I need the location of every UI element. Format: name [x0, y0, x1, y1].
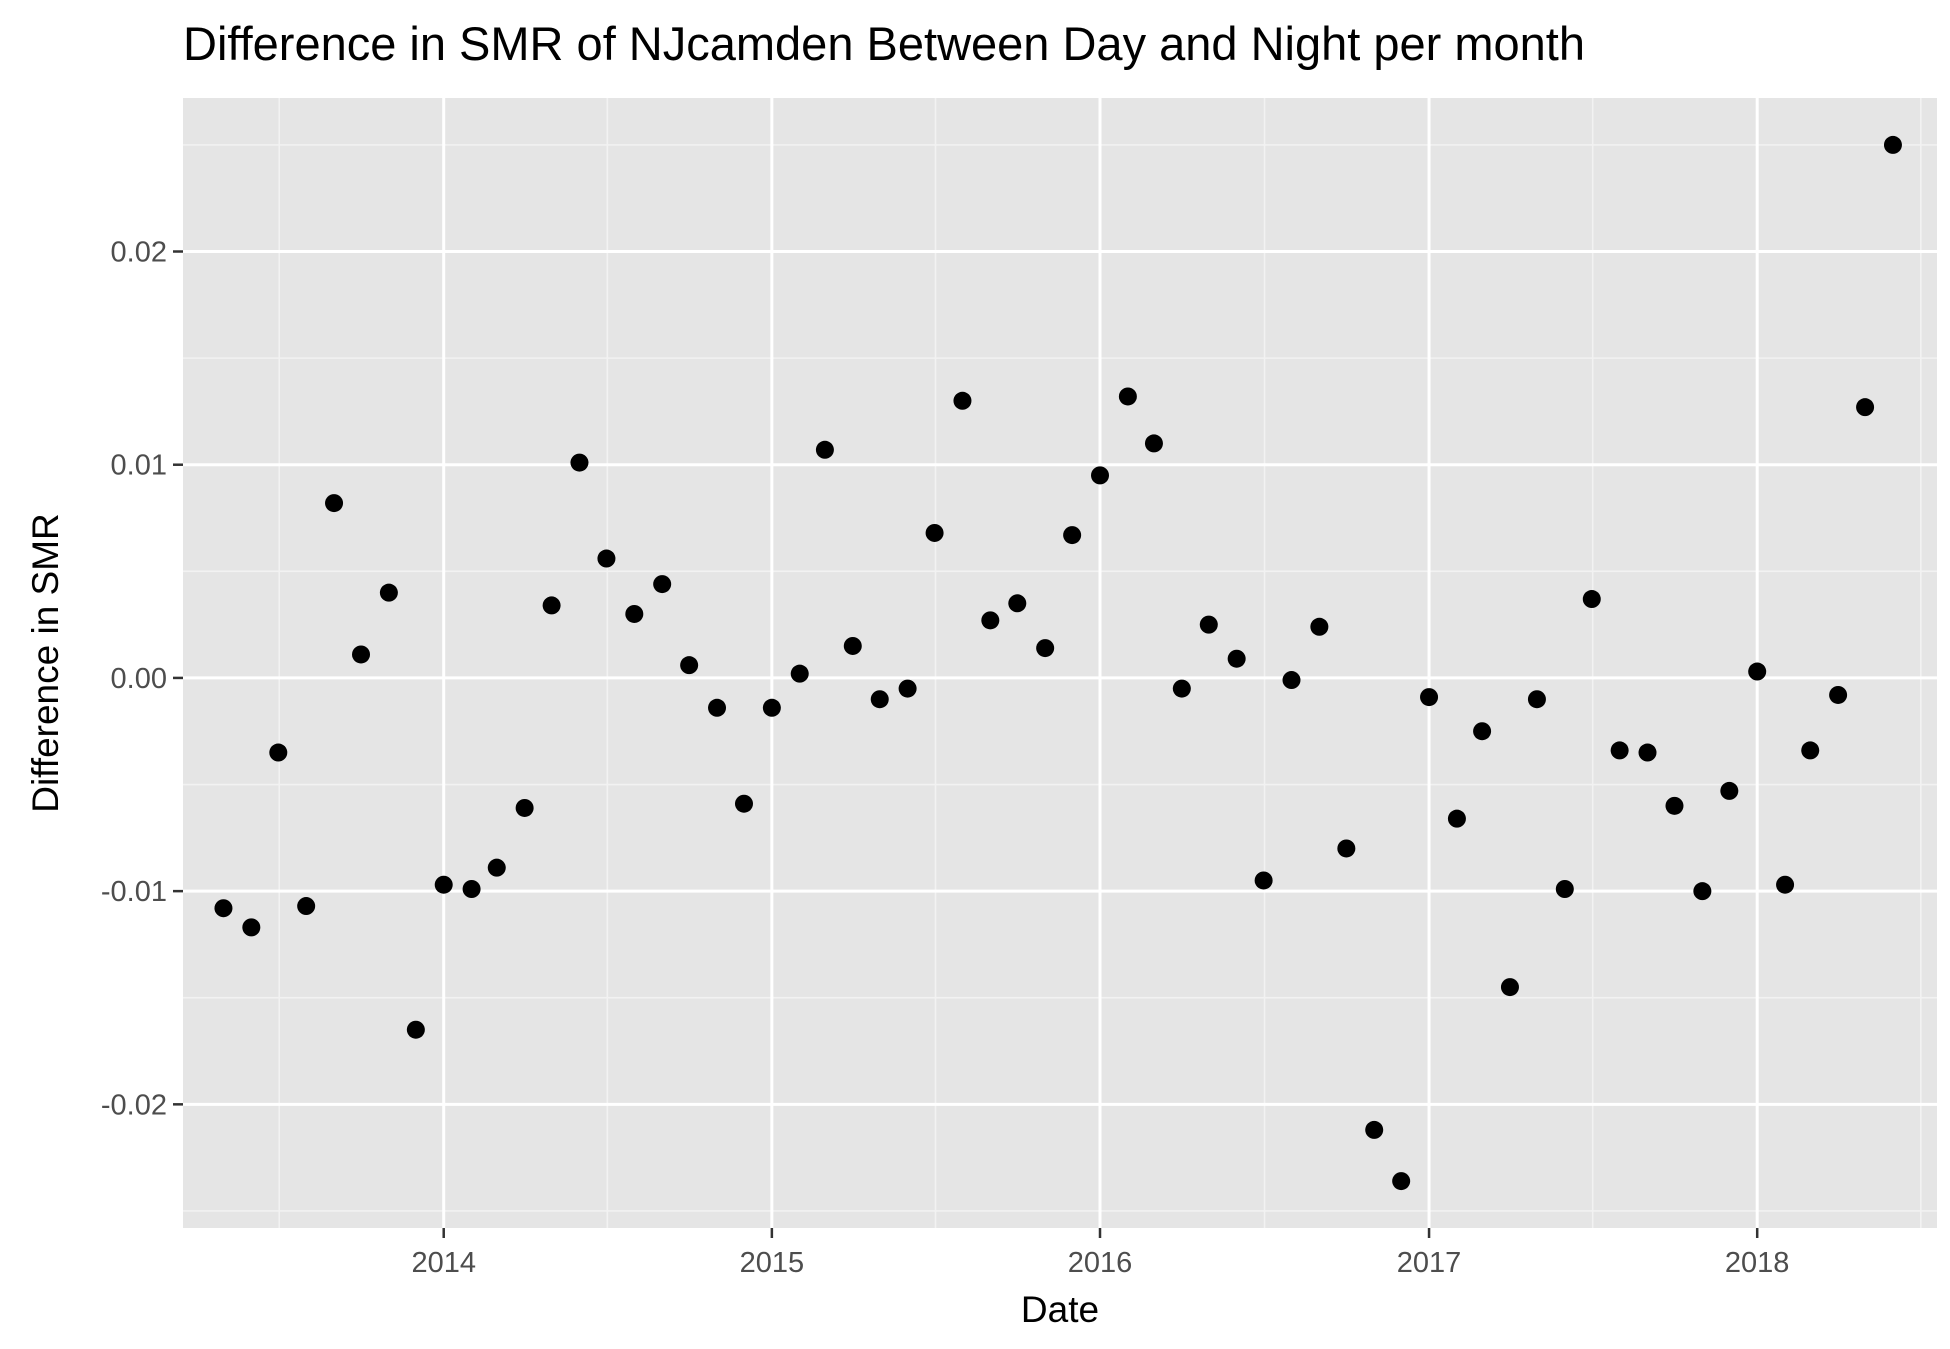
data-point	[925, 523, 944, 542]
data-point	[515, 798, 534, 817]
data-point	[981, 611, 1000, 630]
y-tick-label: 0.00	[111, 663, 167, 695]
data-point	[269, 743, 288, 762]
x-axis-title: Date	[1021, 1289, 1099, 1330]
data-point	[762, 698, 781, 717]
data-point	[1720, 781, 1739, 800]
data-point	[1008, 594, 1027, 613]
data-point	[1665, 796, 1684, 815]
minor-gridlines	[183, 98, 1937, 1228]
data-point	[1282, 671, 1301, 690]
data-point	[1365, 1120, 1384, 1139]
y-tick-label: 0.01	[111, 450, 167, 482]
data-point	[1144, 434, 1163, 453]
data-point	[1337, 839, 1356, 858]
data-point	[597, 549, 616, 568]
data-point	[953, 391, 972, 410]
data-point	[1447, 809, 1466, 828]
data-point	[898, 679, 917, 698]
x-tick-label: 2017	[1397, 1247, 1462, 1279]
data-point	[1118, 387, 1137, 406]
y-tick-label: -0.01	[101, 876, 167, 908]
data-point	[570, 453, 589, 472]
data-point	[870, 690, 889, 709]
plot-panel	[183, 98, 1937, 1228]
data-point	[1748, 662, 1767, 681]
data-point	[1582, 590, 1601, 609]
y-axis: -0.02 -0.01 0.00 0.01 0.02	[101, 237, 183, 1121]
data-point	[379, 583, 398, 602]
data-point	[1776, 875, 1795, 894]
x-tick-label: 2015	[740, 1247, 805, 1279]
data-point	[1063, 526, 1082, 545]
data-point	[1310, 617, 1329, 636]
data-point	[1473, 722, 1492, 741]
x-tick-label: 2014	[411, 1247, 476, 1279]
data-point	[297, 897, 316, 916]
data-point	[462, 880, 481, 898]
data-point	[1527, 690, 1546, 709]
data-point	[1801, 741, 1820, 760]
data-point	[625, 604, 644, 623]
data-point	[434, 875, 453, 894]
data-point	[542, 596, 561, 615]
data-point	[487, 858, 506, 877]
data-point	[1829, 685, 1848, 704]
data-point	[1036, 639, 1055, 658]
data-point	[1693, 882, 1712, 901]
data-point	[352, 645, 371, 664]
data-point	[843, 636, 862, 655]
data-point	[1500, 978, 1519, 997]
data-point	[242, 918, 261, 937]
data-point	[1227, 649, 1246, 668]
chart-title: Difference in SMR of NJcamden Between Da…	[183, 17, 1585, 70]
data-point	[1172, 679, 1191, 698]
major-gridlines	[183, 98, 1937, 1228]
y-tick-label: -0.02	[101, 1089, 167, 1121]
y-axis-title: Difference in SMR	[25, 513, 66, 813]
data-points	[214, 135, 1902, 1191]
x-axis: 2014 2015 2016 2017 2018	[411, 1228, 1789, 1279]
data-point	[1555, 880, 1574, 898]
x-tick-label: 2016	[1068, 1247, 1133, 1279]
data-point	[734, 794, 753, 813]
data-point	[214, 899, 233, 918]
data-point	[680, 656, 699, 675]
data-point	[1638, 743, 1657, 762]
data-point	[653, 575, 672, 594]
data-point	[1856, 398, 1875, 417]
data-point	[1392, 1172, 1411, 1191]
data-point	[325, 494, 344, 513]
data-point	[1420, 688, 1439, 707]
data-point	[1254, 871, 1273, 890]
data-point	[1610, 741, 1629, 760]
y-tick-label: 0.02	[111, 237, 167, 269]
x-tick-label: 2018	[1725, 1247, 1790, 1279]
data-point	[406, 1020, 425, 1039]
data-point	[815, 440, 834, 459]
data-point	[790, 664, 809, 683]
data-point	[708, 698, 727, 717]
data-point	[1091, 466, 1110, 485]
data-point	[1199, 615, 1218, 634]
data-point	[1883, 135, 1902, 154]
